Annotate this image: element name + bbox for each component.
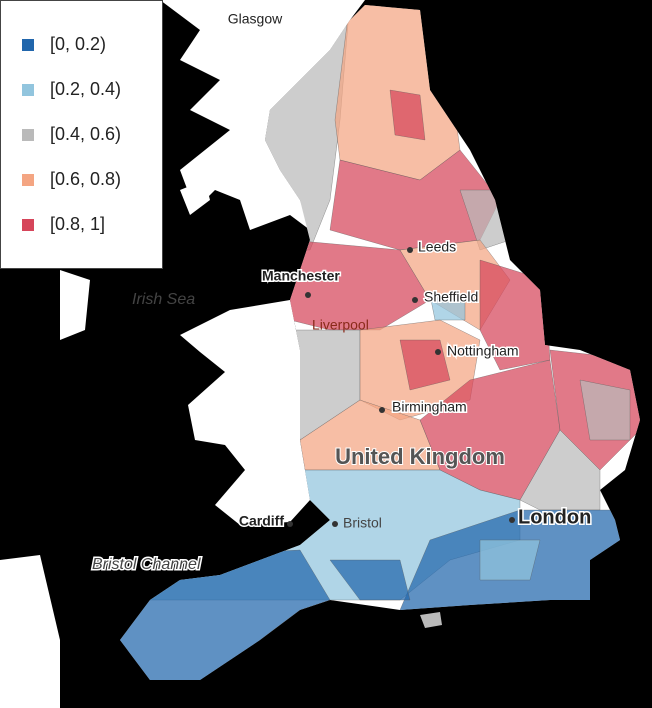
place-label: Manchester	[262, 268, 340, 284]
sea-label: Bristol Channel	[92, 556, 201, 573]
legend-label: [0.6, 0.8)	[50, 169, 121, 189]
region	[389, 89, 426, 141]
place-label: Sheffield	[424, 289, 478, 305]
region	[579, 379, 631, 441]
legend-swatch	[22, 84, 34, 96]
country-label: United Kingdom	[335, 444, 505, 469]
legend-swatch	[22, 219, 34, 231]
legend-label: [0, 0.2)	[50, 34, 106, 54]
region	[329, 559, 411, 601]
city-dot	[435, 349, 441, 355]
place-label: Leeds	[418, 239, 456, 255]
city-dot	[407, 247, 413, 253]
place-label: Glasgow	[228, 11, 283, 27]
legend: [0, 0.2) [0.2, 0.4) [0.4, 0.6) [0.6, 0.8) [0…	[0, 0, 163, 269]
legend-label: [0.2, 0.4)	[50, 79, 121, 99]
scotland	[160, 0, 365, 230]
place-label: Nottingham	[447, 343, 519, 359]
island	[180, 180, 210, 215]
city-dot	[379, 407, 385, 413]
legend-swatch	[22, 129, 34, 141]
ireland-south	[0, 555, 60, 708]
legend-swatch	[22, 174, 34, 186]
wales	[180, 300, 310, 525]
city-dot	[287, 521, 293, 527]
ireland	[60, 270, 90, 340]
city-dot	[509, 517, 515, 523]
legend-label: [0.4, 0.6)	[50, 124, 121, 144]
city-dot	[305, 292, 311, 298]
city-dot	[412, 297, 418, 303]
legend-swatch	[22, 39, 34, 51]
place-label: Cardiff	[239, 513, 284, 529]
place-label: Birmingham	[392, 399, 467, 415]
legend-label: [0.8, 1]	[50, 214, 105, 234]
place-label: Bristol	[343, 515, 382, 531]
place-label: Liverpool	[312, 317, 369, 333]
place-label: London	[518, 506, 591, 528]
region	[429, 294, 466, 321]
sea-label: Irish Sea	[132, 291, 195, 308]
isle-of-wight	[420, 612, 442, 628]
city-dot	[332, 521, 338, 527]
region	[479, 539, 541, 581]
